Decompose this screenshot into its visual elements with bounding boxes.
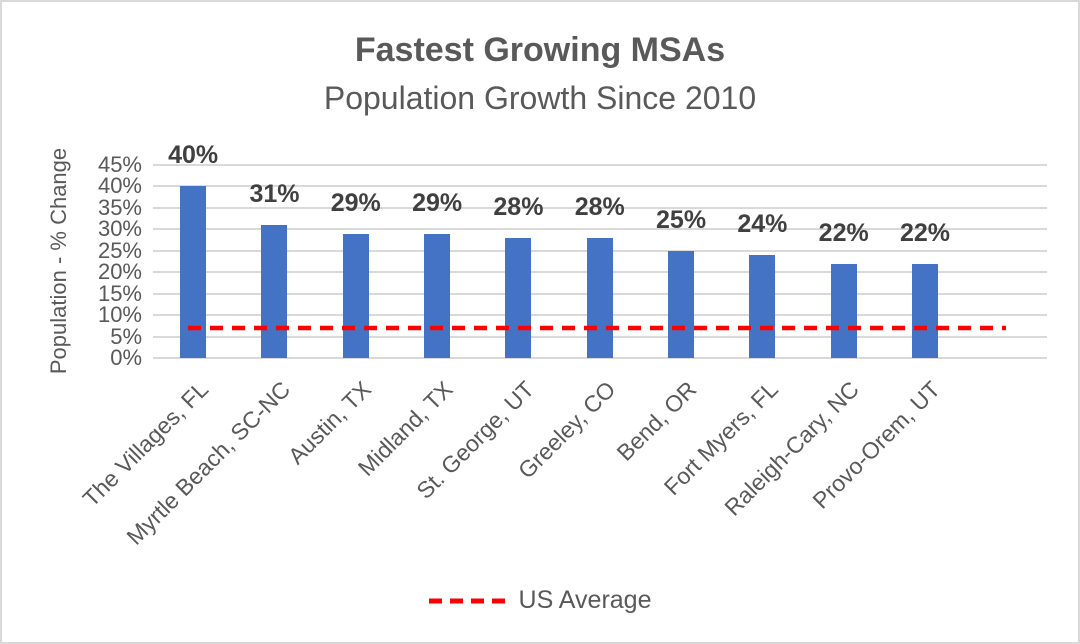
gridline	[152, 357, 1047, 359]
bar-value-label: 28%	[574, 192, 625, 221]
bar-value-label: 28%	[493, 192, 544, 221]
bar-value-label: 31%	[249, 180, 300, 209]
bar	[424, 233, 451, 358]
chart-subtitle: Population Growth Since 2010	[323, 80, 757, 116]
bar	[505, 237, 532, 358]
us-average-legend-dash-icon	[428, 598, 509, 603]
bar	[668, 250, 695, 358]
y-tick-label: 15%	[97, 280, 142, 306]
legend: US Average	[2, 586, 1078, 615]
gridline	[152, 206, 1047, 209]
bar	[830, 263, 857, 358]
bar	[912, 263, 939, 358]
y-tick-label: 20%	[97, 259, 142, 285]
bar	[342, 233, 369, 358]
bar-value-label: 29%	[330, 188, 381, 217]
us-average-line	[188, 325, 1007, 331]
bar	[180, 186, 207, 358]
bar	[586, 237, 613, 358]
y-tick-label: 45%	[97, 152, 142, 177]
bar-value-label: 25%	[656, 205, 707, 234]
y-tick-label: 25%	[97, 237, 142, 263]
y-tick-label: 0%	[110, 345, 142, 370]
gridline	[152, 164, 1047, 166]
y-tick-label: 35%	[97, 194, 142, 220]
chart-title: Fastest Growing MSAs	[354, 31, 726, 69]
bar-value-label: 24%	[737, 210, 788, 239]
bar-value-label: 22%	[899, 218, 951, 247]
y-tick-label: 30%	[97, 216, 142, 242]
gridline	[152, 228, 1047, 231]
bar-value-label: 22%	[818, 218, 869, 247]
y-axis-title: Population - % Change	[46, 147, 71, 375]
legend-label: US Average	[518, 586, 652, 614]
x-category-label: Myrtle Beach, SC-NC	[121, 376, 295, 550]
bar	[261, 225, 288, 358]
gridline	[152, 185, 1047, 188]
y-tick-label: 5%	[110, 323, 142, 349]
bar-value-label: 29%	[412, 188, 463, 217]
bar-value-label: 40%	[168, 141, 219, 170]
bar	[749, 255, 776, 358]
y-tick-label: 40%	[97, 173, 142, 199]
y-tick-label: 10%	[97, 302, 142, 328]
